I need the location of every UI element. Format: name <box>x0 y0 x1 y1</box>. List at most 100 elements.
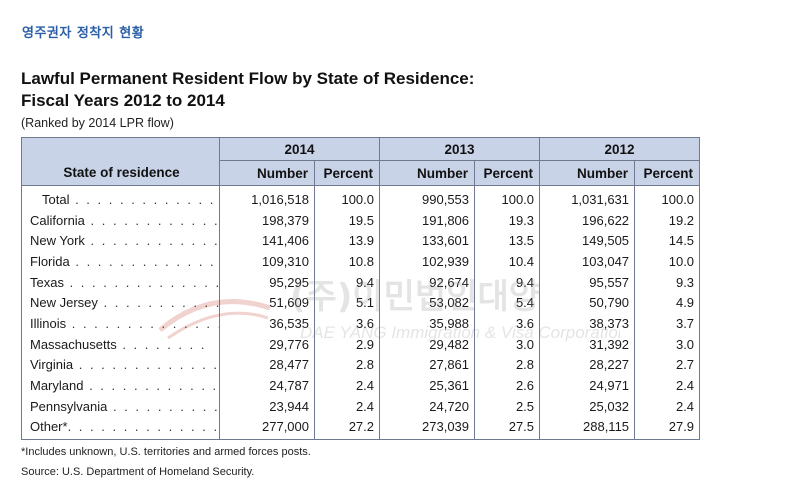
state-name: New York <box>30 233 85 249</box>
percent-2014-cell: 2.8 <box>313 354 381 376</box>
number-2014-cell: 277,000 <box>219 416 315 441</box>
percent-2012-cell: 4.9 <box>634 292 701 314</box>
state-name: California <box>30 212 85 228</box>
leader-dots: . . . . . . . . . . . . . . <box>63 274 220 290</box>
number-2013-cell: 133,601 <box>379 230 476 252</box>
year-header-2013: 2013 <box>379 137 541 161</box>
number-2014-cell: 1,016,518 <box>219 185 315 210</box>
percent-2014-cell: 19.5 <box>313 209 381 231</box>
number-2012-cell: 288,115 <box>539 416 636 441</box>
number-2012-cell: 28,227 <box>539 354 636 376</box>
percent-2014-cell: 2.4 <box>313 375 381 396</box>
percent-2012-cell: 3.7 <box>634 313 701 334</box>
state-name: Pennsylvania <box>30 398 108 414</box>
leader-dots: . . . . . . . . . . . . . <box>84 233 220 249</box>
table-title: Lawful Permanent Resident Flow by State … <box>21 68 474 112</box>
state-cell: New York . . . . . . . . . . . . . <box>21 230 220 252</box>
number-2014-cell: 95,295 <box>219 271 315 293</box>
state-name: Virginia <box>30 357 74 373</box>
percent-2013-cell: 2.6 <box>474 375 541 396</box>
number-header-2012: Number <box>539 160 636 186</box>
state-cell: Virginia . . . . . . . . . . . . . . <box>21 354 220 376</box>
percent-2014-cell: 13.9 <box>313 230 381 252</box>
state-name: Florida <box>30 253 70 269</box>
number-2012-cell: 31,392 <box>539 333 636 355</box>
percent-header-2013: Percent <box>474 160 541 186</box>
percent-2013-cell: 3.0 <box>474 333 541 355</box>
state-name: Other* <box>30 419 68 435</box>
number-2014-cell: 29,776 <box>219 333 315 355</box>
leader-dots: . . . . . . . . . . . . . . <box>67 419 220 435</box>
number-2012-cell: 103,047 <box>539 251 636 272</box>
section-label: 영주권자 정착지 현황 <box>22 26 145 41</box>
table-row: New Jersey . . . . . . . . . . . 51,609 5.… <box>21 292 701 314</box>
percent-2012-cell: 100.0 <box>634 185 701 210</box>
leader-dots: . . . . . . . . . . <box>107 398 220 414</box>
percent-2012-cell: 19.2 <box>634 209 701 231</box>
state-name: Massachusetts <box>30 336 117 352</box>
state-name: Texas <box>30 274 64 290</box>
table-row: Total . . . . . . . . . . . . . . .1,016… <box>21 185 701 210</box>
number-2013-cell: 53,082 <box>379 292 476 314</box>
percent-2012-cell: 2.4 <box>634 395 701 417</box>
number-2014-cell: 28,477 <box>219 354 315 376</box>
percent-2012-cell: 14.5 <box>634 230 701 252</box>
number-2013-cell: 35,988 <box>379 313 476 334</box>
percent-2014-cell: 2.9 <box>313 333 381 355</box>
footnote: *Includes unknown, U.S. territories and … <box>21 446 311 458</box>
number-2013-cell: 25,361 <box>379 375 476 396</box>
state-cell: Texas . . . . . . . . . . . . . . <box>21 271 220 293</box>
percent-2013-cell: 10.4 <box>474 251 541 272</box>
number-2014-cell: 23,944 <box>219 395 315 417</box>
table-row: California . . . . . . . . . . . . 198,37… <box>21 209 701 231</box>
state-name: Total <box>42 191 70 207</box>
table-row: Texas . . . . . . . . . . . . . . 95,295 9… <box>21 271 701 293</box>
percent-2013-cell: 5.4 <box>474 292 541 314</box>
percent-header-2014: Percent <box>313 160 381 186</box>
percent-header-2012: Percent <box>634 160 701 186</box>
number-2014-cell: 36,535 <box>219 313 315 334</box>
percent-2013-cell: 13.5 <box>474 230 541 252</box>
number-2013-cell: 102,939 <box>379 251 476 272</box>
leader-dots: . . . . . . . . . . . . . . <box>73 357 220 373</box>
percent-2012-cell: 3.0 <box>634 333 701 355</box>
state-cell: Other*. . . . . . . . . . . . . . <box>21 416 220 441</box>
number-2014-cell: 51,609 <box>219 292 315 314</box>
percent-2014-cell: 9.4 <box>313 271 381 293</box>
number-2012-cell: 38,373 <box>539 313 636 334</box>
percent-2013-cell: 2.5 <box>474 395 541 417</box>
table-row: Illinois . . . . . . . . . . . . . . 36,5… <box>21 313 701 334</box>
percent-2013-cell: 9.4 <box>474 271 541 293</box>
percent-2013-cell: 3.6 <box>474 313 541 334</box>
table-row: Pennsylvania . . . . . . . . . . 23,944 2.… <box>21 395 701 417</box>
state-cell: Maryland . . . . . . . . . . . . . <box>21 375 220 396</box>
leader-dots: . . . . . . . . . . . . . . . <box>75 191 218 207</box>
number-header-2014: Number <box>219 160 315 186</box>
number-2012-cell: 196,622 <box>539 209 636 231</box>
source-note: Source: U.S. Department of Homeland Secu… <box>21 466 255 478</box>
number-2012-cell: 25,032 <box>539 395 636 417</box>
state-cell: Massachusetts . . . . . . . . <box>21 333 220 355</box>
percent-2014-cell: 27.2 <box>313 416 381 441</box>
number-2014-cell: 24,787 <box>219 375 315 396</box>
percent-2013-cell: 2.8 <box>474 354 541 376</box>
state-cell: Pennsylvania . . . . . . . . . . <box>21 395 220 417</box>
percent-2013-cell: 100.0 <box>474 185 541 210</box>
number-2013-cell: 92,674 <box>379 271 476 293</box>
state-column-header: State of residence <box>21 137 220 186</box>
number-2014-cell: 141,406 <box>219 230 315 252</box>
percent-2013-cell: 19.3 <box>474 209 541 231</box>
number-header-2013: Number <box>379 160 476 186</box>
percent-2012-cell: 9.3 <box>634 271 701 293</box>
table-row: Florida . . . . . . . . . . . . . . 109,3… <box>21 251 701 272</box>
state-cell: Total . . . . . . . . . . . . . . . <box>21 185 220 210</box>
percent-2014-cell: 2.4 <box>313 395 381 417</box>
table-title-line-2: Fiscal Years 2012 to 2014 <box>21 91 225 110</box>
percent-2013-cell: 27.5 <box>474 416 541 441</box>
number-2012-cell: 1,031,631 <box>539 185 636 210</box>
number-2012-cell: 50,790 <box>539 292 636 314</box>
number-2012-cell: 149,505 <box>539 230 636 252</box>
state-name: Illinois <box>30 315 67 331</box>
table-row: Other*. . . . . . . . . . . . . . 277,000… <box>21 416 701 441</box>
number-2014-cell: 109,310 <box>219 251 315 272</box>
